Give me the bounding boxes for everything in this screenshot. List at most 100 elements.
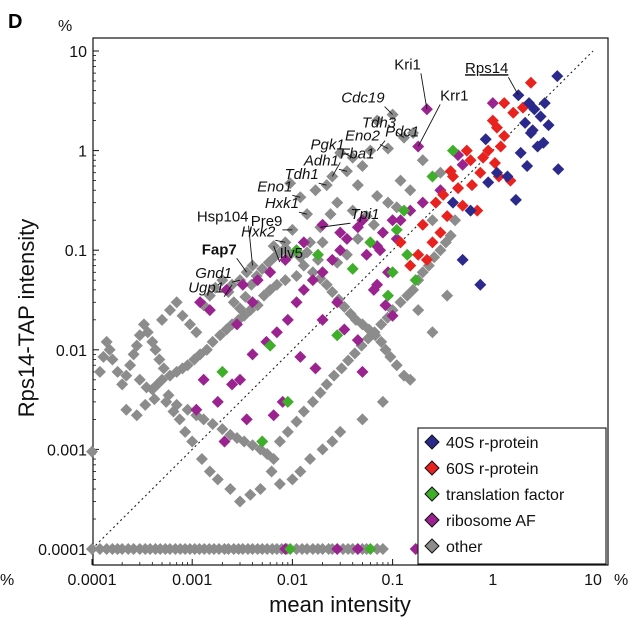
point-ribosome-af [297, 283, 310, 296]
point-ribosome-af [211, 395, 224, 408]
point-ribosome-af [251, 274, 264, 287]
point-ribosome-af [270, 326, 283, 339]
annotation-label: Kri1 [394, 56, 421, 73]
legend-marker [424, 512, 440, 528]
legend-marker [424, 486, 440, 502]
point-ribosome-af [236, 278, 249, 291]
point-other [124, 359, 137, 372]
point-60s-r-protein [452, 182, 465, 195]
point-60s-r-protein [498, 97, 511, 110]
point-other [412, 304, 425, 317]
point-other [238, 435, 251, 448]
point-ribosome-af [297, 236, 310, 249]
point-40s-r-protein [446, 196, 459, 209]
point-ribosome-af [234, 373, 247, 386]
point-other [120, 369, 133, 382]
point-ribosome-af [316, 313, 329, 326]
point-other [148, 393, 161, 406]
point-40s-r-protein [501, 170, 514, 183]
annotation-leader [420, 73, 428, 110]
point-60s-r-protein [429, 196, 442, 209]
point-translation-factor [382, 289, 395, 302]
legend-marker [424, 460, 440, 476]
point-other [156, 313, 169, 326]
plot-frame [92, 37, 609, 566]
point-other [371, 114, 384, 127]
x-tick-label: 0.0001 [68, 572, 117, 589]
point-other [111, 365, 124, 378]
point-translation-factor [401, 248, 414, 261]
point-other [441, 289, 454, 302]
point-ribosome-af [290, 296, 303, 309]
annotation-leader [231, 279, 241, 283]
point-40s-r-protein [482, 176, 495, 189]
annotation-label: Krr1 [440, 87, 468, 104]
annotation-leader [395, 131, 405, 138]
point-other [297, 405, 310, 418]
point-other [394, 174, 407, 187]
point-40s-r-protein [474, 278, 487, 291]
point-translation-factor [290, 244, 303, 257]
point-ribosome-af [486, 97, 499, 110]
point-60s-r-protein [420, 253, 433, 266]
point-other [146, 335, 159, 348]
point-60s-r-protein [394, 236, 407, 249]
point-60s-r-protein [524, 76, 537, 89]
point-translation-factor [426, 170, 439, 183]
annotation-label: Hsp104 [197, 209, 249, 226]
point-ribosome-af [351, 334, 364, 347]
point-other [331, 196, 344, 209]
point-ribosome-af [203, 304, 216, 317]
point-other [100, 335, 113, 348]
point-other [294, 251, 307, 264]
point-other [257, 289, 270, 302]
point-60s-r-protein [474, 166, 487, 179]
point-60s-r-protein [404, 259, 417, 272]
point-other [335, 362, 348, 375]
point-ribosome-af [226, 378, 239, 391]
point-other [188, 353, 201, 366]
point-other [376, 395, 389, 408]
annotation-label: Pre9 [251, 213, 283, 230]
point-other [326, 435, 339, 448]
point-other [179, 425, 192, 438]
annotation-leader [384, 106, 393, 115]
point-40s-r-protein [528, 103, 541, 116]
point-other [176, 309, 189, 322]
point-other [206, 417, 219, 430]
point-ribosome-af [331, 296, 344, 309]
point-other [220, 323, 233, 336]
point-ribosome-af [194, 296, 207, 309]
point-ribosome-af [360, 248, 373, 261]
point-other [86, 445, 98, 458]
point-translation-factor [398, 204, 411, 217]
point-ribosome-af [394, 214, 407, 227]
point-other [133, 329, 146, 342]
point-other [163, 369, 176, 382]
point-other [364, 144, 377, 157]
point-ribosome-af [231, 318, 244, 331]
point-40s-r-protein [531, 140, 544, 153]
point-40s-r-protein [521, 160, 534, 173]
point-ribosome-af [386, 309, 399, 322]
legend-label: 40S r-protein [446, 435, 539, 452]
annotation-label: Hxk2 [241, 223, 276, 240]
point-other [273, 477, 286, 490]
point-translation-factor [386, 266, 399, 279]
point-other [116, 378, 129, 391]
point-ribosome-af [334, 226, 347, 239]
point-ribosome-af [416, 196, 429, 209]
point-translation-factor [346, 262, 359, 275]
point-other [181, 403, 194, 416]
y-tick-label: 1 [78, 144, 87, 161]
point-40s-r-protein [519, 116, 532, 129]
x-tick-label: 1 [488, 572, 497, 589]
point-other [203, 289, 216, 302]
point-other [183, 318, 196, 331]
annotation-leader [320, 222, 351, 228]
point-60s-r-protein [416, 218, 429, 231]
point-ribosome-af [218, 435, 231, 448]
point-other [306, 395, 319, 408]
annotation-label: Adh1 [303, 152, 339, 169]
point-other [390, 359, 403, 372]
